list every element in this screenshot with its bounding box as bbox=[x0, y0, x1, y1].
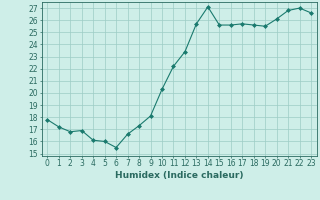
X-axis label: Humidex (Indice chaleur): Humidex (Indice chaleur) bbox=[115, 171, 244, 180]
